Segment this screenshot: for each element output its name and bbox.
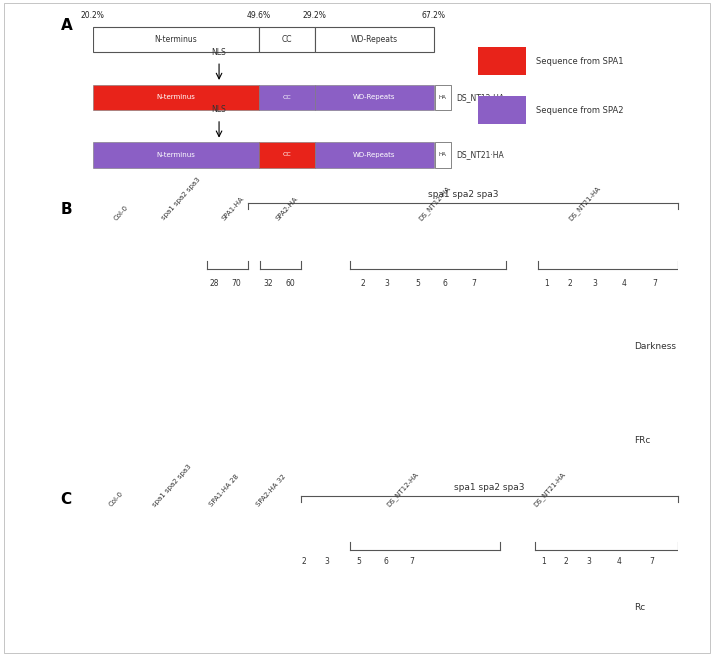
Text: WD-Repeats: WD-Repeats xyxy=(353,94,396,100)
Text: N-terminus: N-terminus xyxy=(156,152,196,158)
Text: 3: 3 xyxy=(593,279,598,288)
Text: 32: 32 xyxy=(263,279,273,288)
Bar xyxy=(315,142,433,168)
Text: spa1 spa2 spa3: spa1 spa2 spa3 xyxy=(160,176,201,221)
Text: 3: 3 xyxy=(325,557,329,565)
Text: 29.2%: 29.2% xyxy=(303,10,327,20)
Text: 4: 4 xyxy=(622,279,627,288)
Text: Sequence from SPA2: Sequence from SPA2 xyxy=(536,106,624,115)
Text: 49.6%: 49.6% xyxy=(247,10,271,20)
Text: N-terminus: N-terminus xyxy=(156,94,196,100)
Text: Sequence from SPA1: Sequence from SPA1 xyxy=(536,56,624,66)
Text: DS_NT12-HA: DS_NT12-HA xyxy=(418,185,452,222)
Text: DS_NT21-HA: DS_NT21-HA xyxy=(532,471,566,508)
Text: WD-Repeats: WD-Repeats xyxy=(353,152,396,158)
Text: 7: 7 xyxy=(471,279,476,288)
Text: 28: 28 xyxy=(210,279,219,288)
Text: 4: 4 xyxy=(616,557,621,565)
Text: 7: 7 xyxy=(653,279,658,288)
Text: 67.2%: 67.2% xyxy=(422,10,446,20)
Bar xyxy=(315,85,433,110)
Text: CC: CC xyxy=(282,35,292,44)
Text: FRc: FRc xyxy=(634,436,650,445)
Text: 20.2%: 20.2% xyxy=(81,10,105,20)
Bar xyxy=(315,27,433,52)
Text: spa1 spa2 spa3: spa1 spa2 spa3 xyxy=(428,190,498,199)
Bar xyxy=(478,96,526,124)
Text: 6: 6 xyxy=(383,557,388,565)
Text: HA: HA xyxy=(439,152,447,157)
Text: DS_NT12-HA: DS_NT12-HA xyxy=(386,471,420,508)
Text: DS_NT12-HA: DS_NT12-HA xyxy=(456,92,504,102)
Bar xyxy=(435,85,451,110)
Text: 7: 7 xyxy=(409,557,414,565)
Text: 6: 6 xyxy=(443,279,448,288)
Text: NLS: NLS xyxy=(211,106,226,114)
Text: 3: 3 xyxy=(587,557,592,565)
Bar xyxy=(93,27,259,52)
Text: 2: 2 xyxy=(301,557,306,565)
Text: Col-0: Col-0 xyxy=(108,490,124,508)
Text: Darkness: Darkness xyxy=(634,342,676,351)
Text: 5: 5 xyxy=(416,279,421,288)
Bar xyxy=(259,142,315,168)
Bar xyxy=(93,142,259,168)
Text: spa1 spa2 spa3: spa1 spa2 spa3 xyxy=(151,463,192,508)
Text: 5: 5 xyxy=(357,557,362,565)
Text: Col-0: Col-0 xyxy=(114,204,130,221)
Text: CC: CC xyxy=(283,152,291,157)
Text: WD-Repeats: WD-Repeats xyxy=(351,35,398,44)
Text: DS_NT21·HA: DS_NT21·HA xyxy=(456,150,504,159)
Text: Rc: Rc xyxy=(634,603,645,612)
Text: DS_NT21-HA: DS_NT21-HA xyxy=(567,185,601,222)
Text: SPA2-HA 32: SPA2-HA 32 xyxy=(256,473,287,508)
Text: C: C xyxy=(61,492,72,507)
Text: 2: 2 xyxy=(568,279,573,288)
Text: B: B xyxy=(61,202,72,217)
Bar xyxy=(435,142,451,168)
Text: HA: HA xyxy=(439,94,447,100)
Text: 7: 7 xyxy=(650,557,655,565)
Bar xyxy=(259,85,315,110)
Bar xyxy=(259,27,315,52)
Bar xyxy=(478,47,526,75)
Text: 2: 2 xyxy=(361,279,366,288)
Text: spa1 spa2 spa3: spa1 spa2 spa3 xyxy=(454,483,525,493)
Text: 60: 60 xyxy=(286,279,295,288)
Bar xyxy=(93,85,259,110)
Text: 1: 1 xyxy=(541,557,546,565)
Text: 70: 70 xyxy=(231,279,241,288)
Text: N-terminus: N-terminus xyxy=(155,35,197,44)
Text: SPA1-HA: SPA1-HA xyxy=(221,195,245,221)
Text: NLS: NLS xyxy=(211,48,226,56)
Text: 1: 1 xyxy=(544,279,549,288)
Text: 3: 3 xyxy=(385,279,390,288)
Text: 2: 2 xyxy=(563,557,568,565)
Text: CC: CC xyxy=(283,94,291,100)
Text: SPA2-HA: SPA2-HA xyxy=(274,195,298,221)
Text: A: A xyxy=(61,18,72,33)
Text: SPA1-HA 28: SPA1-HA 28 xyxy=(208,473,241,508)
